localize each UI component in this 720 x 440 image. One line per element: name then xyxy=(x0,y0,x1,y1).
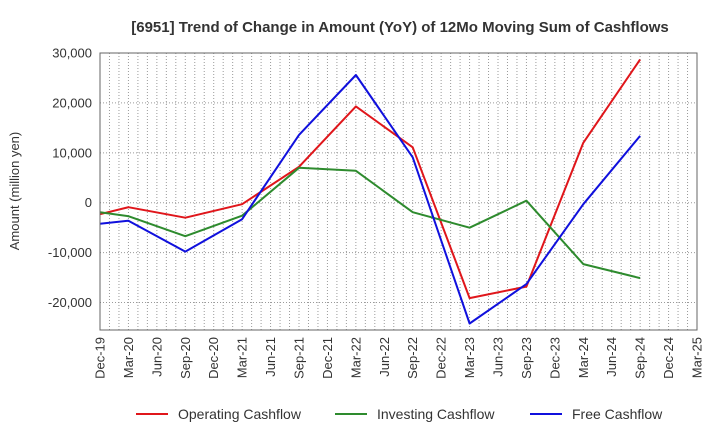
y-tick-label: 0 xyxy=(85,195,92,210)
x-tick-label: Mar-20 xyxy=(121,337,136,378)
legend-item: Free Cashflow xyxy=(530,406,663,422)
tick-labels: 30,000 20,000 10,000 0 -10,000 -20,000 Dec-19 M… xyxy=(48,46,705,379)
x-tick-label: Mar-21 xyxy=(235,337,250,378)
x-tick-label: Dec-20 xyxy=(206,337,221,379)
legend-label: Investing Cashflow xyxy=(377,406,495,422)
legend: Operating Cashflow Investing Cashflow Free… xyxy=(136,406,663,422)
plot-frame xyxy=(99,52,698,331)
x-tick-label: Sep-20 xyxy=(178,337,193,379)
x-tick-label: Dec-23 xyxy=(547,337,562,379)
x-tick-label: Dec-24 xyxy=(661,337,676,379)
x-tick-label: Sep-22 xyxy=(405,337,420,379)
legend-label: Free Cashflow xyxy=(572,406,663,422)
y-tick-label: 20,000 xyxy=(52,95,92,110)
series-line-investing-cashflow xyxy=(99,166,641,280)
x-tick-label: Sep-23 xyxy=(519,337,534,379)
chart-title: [6951] Trend of Change in Amount (YoY) o… xyxy=(131,19,669,36)
x-tick-label: Mar-23 xyxy=(462,337,477,378)
legend-label: Operating Cashflow xyxy=(178,406,302,422)
series-line-operating-cashflow xyxy=(99,58,641,300)
x-tick-label: Dec-22 xyxy=(434,337,449,379)
x-tick-label: Dec-21 xyxy=(320,337,335,379)
y-tick-label: 30,000 xyxy=(52,46,92,61)
y-tick-label: 10,000 xyxy=(52,145,92,160)
series-layer xyxy=(99,58,641,325)
y-tick-label: -20,000 xyxy=(48,295,92,310)
y-tick-label: -10,000 xyxy=(48,245,92,260)
x-tick-label: Mar-25 xyxy=(690,337,705,378)
x-tick-label: Mar-24 xyxy=(576,337,591,378)
x-tick-label: Sep-21 xyxy=(292,337,307,379)
x-tick-label: Mar-22 xyxy=(348,337,363,378)
x-tick-label: Jun-21 xyxy=(263,337,278,377)
series-line-free-cashflow xyxy=(99,74,641,325)
grid xyxy=(100,52,697,330)
axes xyxy=(99,52,698,331)
legend-item: Operating Cashflow xyxy=(136,406,302,422)
x-tick-label: Jun-24 xyxy=(604,337,619,377)
x-tick-label: Dec-19 xyxy=(93,337,108,379)
x-tick-label: Jun-23 xyxy=(491,337,506,377)
x-tick-label: Sep-24 xyxy=(633,337,648,379)
x-tick-label: Jun-20 xyxy=(149,337,164,377)
y-axis-label: Amount (million yen) xyxy=(7,132,22,251)
legend-item: Investing Cashflow xyxy=(335,406,495,422)
x-tick-label: Jun-22 xyxy=(377,337,392,377)
